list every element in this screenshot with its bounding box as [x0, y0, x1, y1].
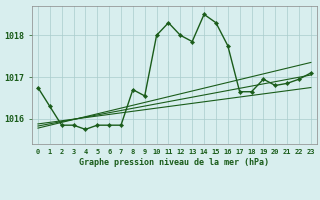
X-axis label: Graphe pression niveau de la mer (hPa): Graphe pression niveau de la mer (hPa) [79, 158, 269, 167]
